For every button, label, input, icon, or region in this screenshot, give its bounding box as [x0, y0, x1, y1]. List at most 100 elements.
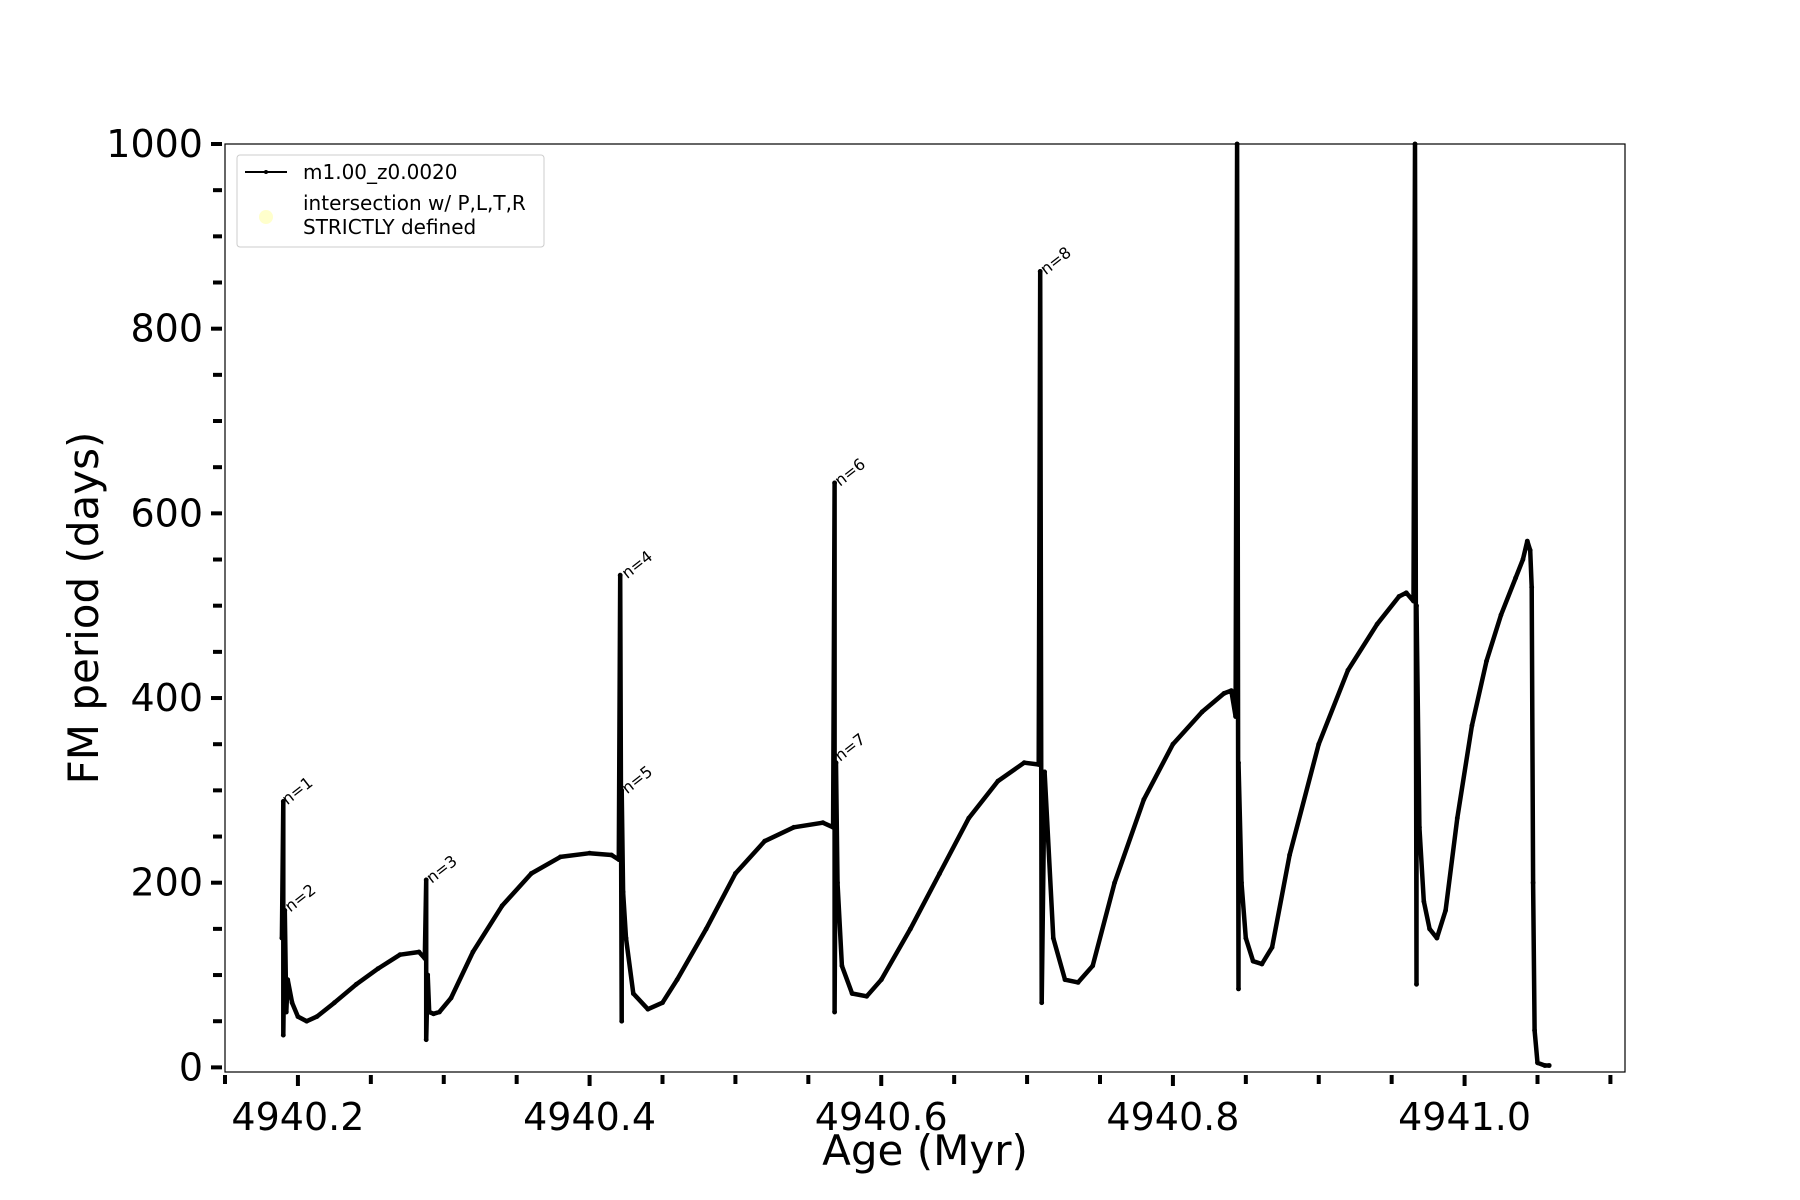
series-point	[1403, 590, 1409, 596]
series-point	[375, 966, 381, 971]
series-point	[630, 991, 636, 996]
series-point	[1259, 961, 1265, 967]
series-point	[1021, 760, 1027, 766]
legend-entry-intersection-line1: intersection w/ P,L,T,R	[303, 191, 526, 215]
series-point	[448, 995, 454, 1001]
series-point	[1236, 760, 1241, 766]
series-point	[422, 956, 428, 961]
x-axis: 4940.2 4940.4 4940.6 4940.8 4941.0	[223, 1075, 1613, 1139]
series-point	[1454, 815, 1460, 821]
series-point	[1532, 1028, 1537, 1033]
series-point	[617, 572, 623, 578]
series-point	[1527, 547, 1533, 553]
series-point	[833, 760, 839, 766]
series-point	[832, 1009, 837, 1015]
y-axis: 0 200 400 600 800 1000	[106, 122, 222, 1089]
series-point	[1075, 980, 1081, 985]
series-point	[1414, 981, 1419, 987]
series-point	[1530, 880, 1536, 886]
x-axis-label: Age (Myr)	[822, 1126, 1028, 1175]
legend-entry-intersection-line2: STRICTLY defined	[303, 215, 476, 239]
y-tick-label: 800	[130, 307, 203, 351]
series-point	[1221, 691, 1227, 696]
series-point	[1141, 797, 1147, 802]
series-point	[609, 852, 614, 858]
series-point	[295, 1014, 301, 1019]
series-line	[279, 141, 1552, 1068]
x-tick-label: 4940.2	[231, 1095, 364, 1139]
series-point	[1228, 688, 1234, 693]
series-point	[416, 949, 422, 955]
series-point	[426, 1009, 432, 1015]
series-point	[1050, 935, 1056, 941]
series-point	[937, 871, 942, 876]
legend-entry-series: m1.00_z0.0020	[303, 160, 458, 184]
series-point	[431, 1011, 436, 1017]
series-point	[528, 871, 534, 876]
series-point	[425, 972, 431, 978]
series-point	[280, 799, 286, 804]
series-point	[1443, 908, 1448, 913]
series-point	[282, 908, 288, 913]
series-point	[423, 1037, 429, 1043]
series-point	[289, 1000, 295, 1006]
series-point	[1199, 709, 1205, 715]
legend-line-dot	[264, 170, 268, 174]
series-point	[1250, 958, 1256, 964]
series-point	[1529, 584, 1535, 590]
series-point	[623, 935, 629, 941]
series-point	[1484, 658, 1489, 664]
legend-box	[236, 154, 545, 248]
series-point	[1112, 880, 1117, 886]
y-tick-label: 400	[130, 676, 203, 720]
series-point	[1427, 926, 1432, 932]
y-tick-label: 200	[130, 861, 203, 905]
series-point	[1039, 1000, 1045, 1006]
plot-frame	[224, 143, 1626, 1073]
plot-marks	[279, 141, 1552, 1068]
series-point	[1269, 944, 1275, 950]
series-point	[280, 1032, 286, 1038]
series-point	[878, 977, 884, 983]
series-point	[587, 850, 592, 856]
series-point	[616, 857, 622, 862]
series-point	[835, 880, 840, 886]
y-axis-label: FM period (days)	[59, 432, 108, 785]
series-point	[1535, 1060, 1540, 1066]
series-point	[1434, 935, 1440, 941]
series-point	[1524, 538, 1530, 544]
series-point	[397, 952, 403, 958]
series-point	[1421, 898, 1427, 904]
x-tick-label: 4940.4	[523, 1095, 656, 1139]
series-point	[1542, 1063, 1548, 1068]
series-point	[645, 1006, 651, 1012]
y-tick-label: 0	[179, 1045, 203, 1089]
series-point	[279, 935, 285, 941]
legend: m1.00_z0.0020 intersection w/ P,L,T,R ST…	[236, 154, 545, 248]
series-point	[558, 854, 563, 860]
series-point	[314, 1014, 320, 1019]
series-point	[499, 903, 505, 909]
series-point	[1170, 741, 1176, 747]
series-point	[283, 1009, 289, 1015]
series-point	[839, 963, 845, 969]
series-point	[470, 949, 476, 955]
series-point	[1316, 741, 1322, 747]
series-point	[830, 824, 836, 830]
series-point	[660, 1000, 665, 1006]
series-point	[1513, 575, 1518, 581]
series-point	[332, 1000, 337, 1006]
series-point	[285, 977, 291, 983]
legend-intersection-marker	[259, 210, 273, 224]
series-point	[1411, 598, 1416, 604]
series-point	[619, 1018, 625, 1024]
x-tick-label: 4940.8	[1106, 1095, 1239, 1139]
series-point	[1414, 603, 1419, 609]
series-point	[1243, 935, 1249, 941]
series-point	[849, 991, 855, 996]
series-point	[1345, 667, 1351, 673]
series-point	[619, 788, 625, 793]
series-point	[1396, 594, 1402, 599]
series-point	[820, 820, 826, 826]
